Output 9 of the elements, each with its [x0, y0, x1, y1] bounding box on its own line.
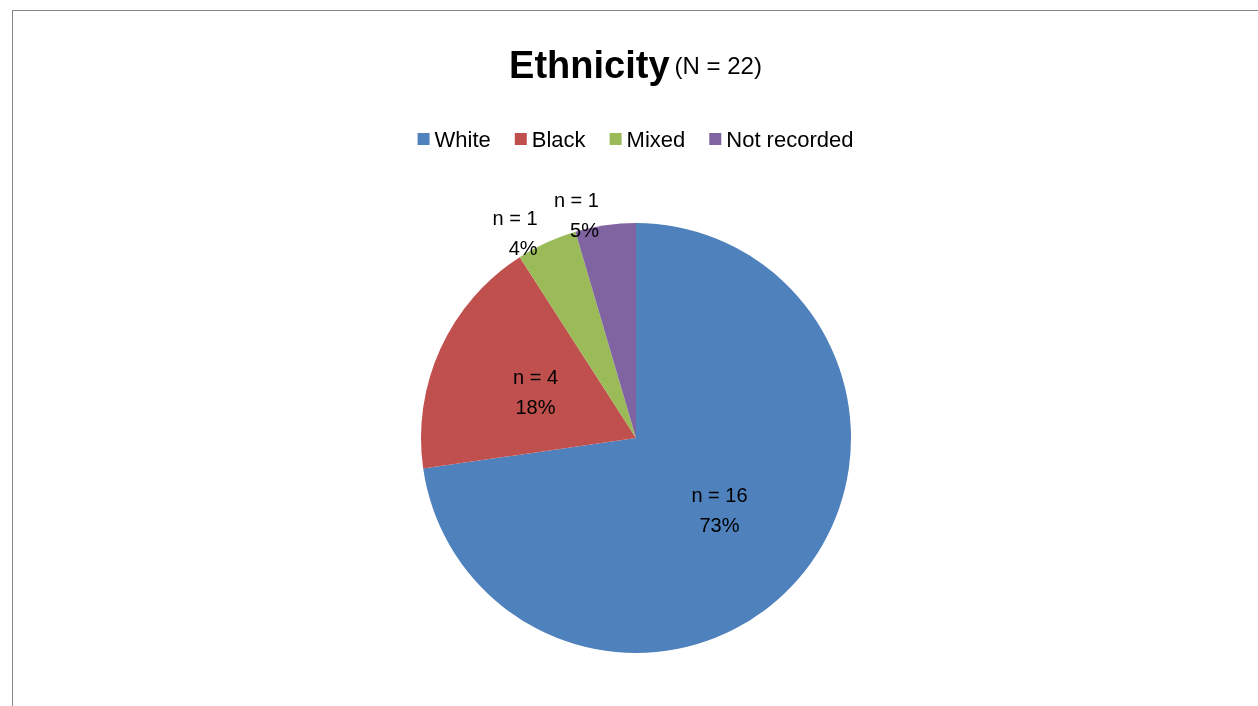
data-label: n = 4 18%	[512, 366, 559, 419]
chart-title: Ethnicity	[509, 44, 670, 86]
legend-label: Black	[531, 126, 587, 152]
legend-label: White	[434, 126, 491, 152]
chart-subtitle: (N = 22)	[674, 51, 762, 79]
legend-label: Not recorded	[726, 126, 854, 152]
data-label: n = 1 4%	[492, 207, 538, 260]
legend-label: Mixed	[626, 126, 686, 152]
data-label: n = 16 73%	[691, 484, 748, 537]
